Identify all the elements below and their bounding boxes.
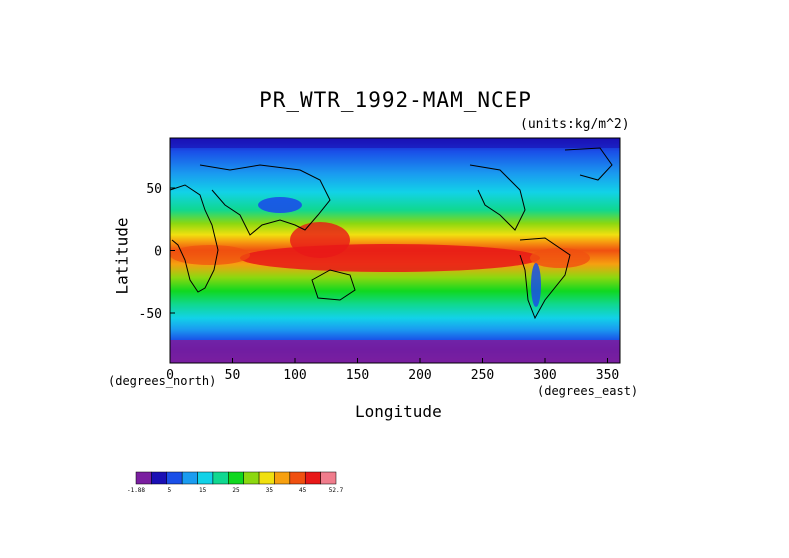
- x-tick-label: 250: [471, 368, 494, 383]
- units-label: (units:kg/m^2): [520, 117, 630, 132]
- colorbar-swatch: [320, 471, 337, 485]
- colorbar-swatch: [243, 471, 260, 485]
- x-tick-label: 200: [408, 368, 431, 383]
- y-tick-label: -50: [139, 307, 162, 322]
- coastlines: [170, 147, 613, 320]
- x-axis-label: Longitude: [355, 402, 442, 421]
- colorbar-label: 52.7: [329, 487, 344, 494]
- chart-title: PR_WTR_1992-MAM_NCEP: [259, 88, 532, 112]
- x-unit-label: (degrees_east): [537, 384, 638, 398]
- colorbar-label: 5: [168, 487, 172, 494]
- colorbar-label: 45: [299, 487, 307, 494]
- colorbar-swatch: [181, 471, 198, 485]
- colorbar-label: 25: [232, 487, 240, 494]
- colorbar-swatch: [151, 471, 168, 485]
- colorbar-swatch: [212, 471, 229, 485]
- colorbar-swatch: [135, 471, 152, 485]
- colorbar-label: -1.88: [127, 487, 145, 494]
- y-axis: 50 0 -50: [139, 182, 175, 322]
- colorbar-swatch: [228, 471, 244, 485]
- x-axis: 0 50 100 150 200 250 300 350: [166, 358, 619, 383]
- x-tick-label: 350: [596, 368, 619, 383]
- colorbar-swatch: [197, 471, 214, 485]
- x-tick-label: 100: [283, 368, 306, 383]
- y-tick-label: 50: [146, 182, 162, 197]
- precipitable-water-field: [170, 138, 620, 363]
- colorbar-label: 35: [266, 487, 274, 494]
- x-tick-label: 150: [346, 368, 369, 383]
- y-unit-label: (degrees_north): [108, 374, 216, 388]
- colorbar-swatch: [258, 471, 275, 485]
- colorbar-swatch: [274, 471, 291, 485]
- x-tick-label: 0: [166, 368, 174, 383]
- colorbar-label: 15: [199, 487, 207, 494]
- x-tick-label: 300: [533, 368, 556, 383]
- y-tick-label: 0: [154, 245, 162, 260]
- colorbar-swatch: [304, 471, 321, 485]
- colorbar-swatch: [289, 471, 306, 485]
- colorbar-swatch: [166, 471, 183, 485]
- colorbar: -1.88 5 15 25 35 45 52.7: [127, 471, 344, 494]
- x-tick-label: 50: [225, 368, 241, 383]
